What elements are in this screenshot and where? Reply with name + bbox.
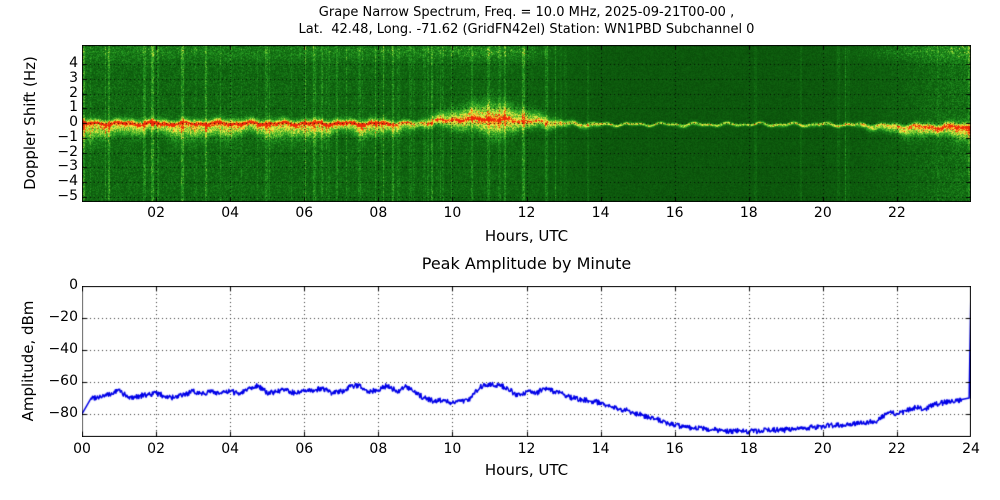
tick-label: −4 [57, 173, 78, 190]
tick-label: −1 [57, 128, 78, 145]
tick-label: −5 [57, 187, 78, 204]
tick-label: −20 [48, 308, 78, 325]
tick-label: 06 [295, 441, 314, 457]
tick-label: 02 [147, 205, 165, 221]
tick-label: −2 [57, 143, 78, 160]
tick-label: 12 [517, 205, 536, 221]
tick-label: 12 [517, 441, 536, 457]
tick-label: 16 [665, 441, 684, 457]
tick-label: 1 [69, 99, 78, 116]
tick-label: 0 [69, 114, 78, 131]
tick-label: −3 [57, 158, 78, 175]
tick-label: 3 [69, 69, 78, 86]
tick-label: 10 [443, 205, 462, 221]
tick-label: 2 [69, 84, 78, 101]
tick-label: 04 [221, 441, 240, 457]
tick-label: 20 [813, 205, 832, 221]
tick-label: 20 [813, 441, 832, 457]
tick-label: 24 [962, 441, 980, 457]
tick-label: 14 [591, 205, 610, 221]
tick-label: 16 [665, 205, 684, 221]
tick-label: 06 [295, 205, 314, 221]
spectrogram-title: Grape Narrow Spectrum, Freq. = 10.0 MHz,… [318, 5, 735, 20]
tick-label: 08 [369, 205, 388, 221]
amplitude-canvas [82, 286, 971, 437]
tick-label: −60 [48, 372, 78, 389]
amplitude-ylabel: Amplitude, dBm [19, 300, 37, 422]
spectrogram-subtitle: Lat. 42.48, Long. -71.62 (GridFN42el) St… [298, 22, 755, 37]
tick-label: 08 [369, 441, 388, 457]
tick-label: 18 [739, 205, 758, 221]
tick-label: 22 [887, 205, 906, 221]
amplitude-xlabel: Hours, UTC [484, 461, 569, 479]
spectrogram-xlabel: Hours, UTC [484, 227, 569, 245]
amplitude-axes [82, 286, 971, 437]
spectrogram-ylabel: Doppler Shift (Hz) [21, 56, 39, 190]
tick-label: 04 [221, 205, 240, 221]
tick-label: 22 [887, 441, 906, 457]
tick-label: 18 [739, 441, 758, 457]
tick-label: 0 [69, 277, 78, 293]
tick-label: 14 [591, 441, 610, 457]
spectrogram-axes [82, 45, 971, 202]
tick-label: 4 [69, 55, 78, 72]
tick-label: 02 [147, 441, 165, 457]
spectrogram-canvas [82, 45, 971, 202]
tick-label: −80 [48, 404, 78, 421]
tick-label: 10 [443, 441, 462, 457]
amplitude-title: Peak Amplitude by Minute [421, 254, 632, 273]
tick-label: −40 [48, 340, 78, 357]
tick-label: 00 [73, 441, 91, 457]
